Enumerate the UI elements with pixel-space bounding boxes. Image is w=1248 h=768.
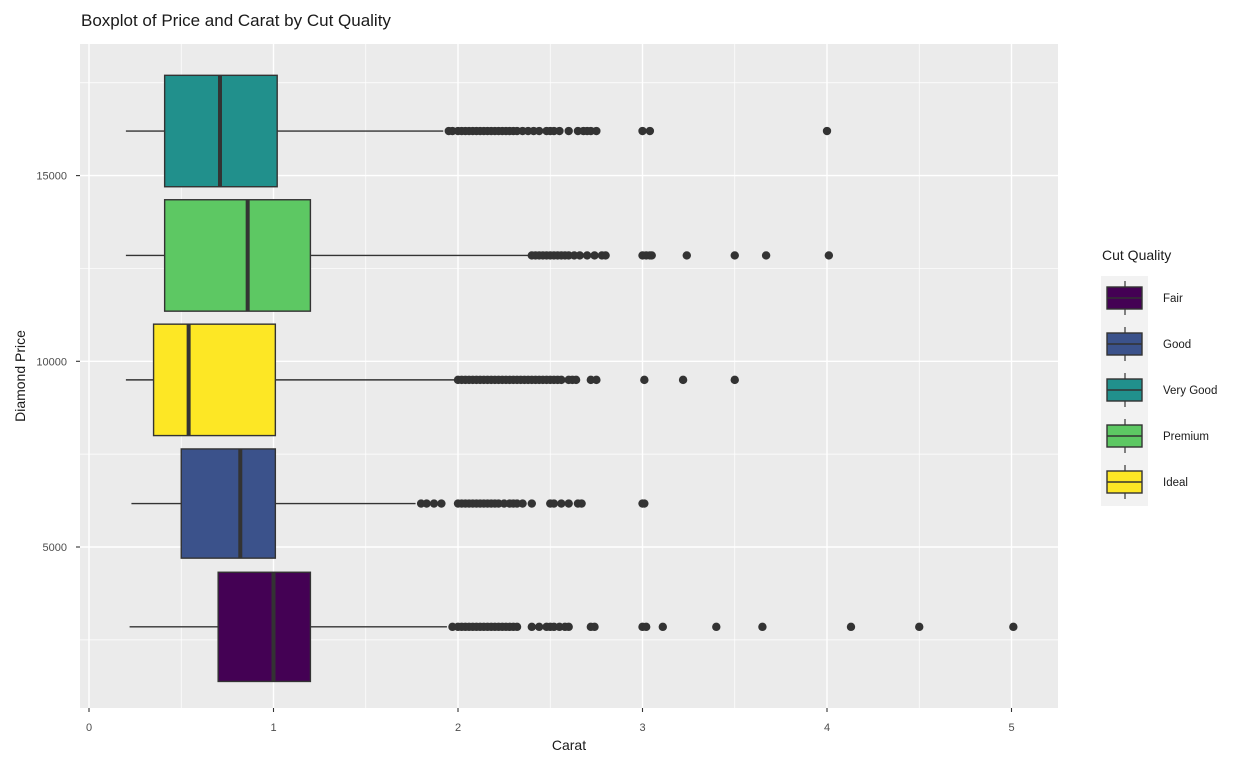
legend-key-very-good [1106, 373, 1143, 407]
legend-key-ideal [1106, 465, 1143, 499]
legend-label-fair: Fair [1163, 293, 1183, 305]
outlier-point [730, 375, 739, 385]
box-iqr [180, 448, 277, 559]
y-axis: 5000 10000 15000 [36, 171, 80, 554]
box-very-good [125, 74, 832, 188]
outlier-point [640, 499, 649, 508]
outlier-point [527, 622, 536, 632]
outlier-point [557, 375, 566, 385]
box-iqr [163, 199, 312, 312]
outlier-point [641, 622, 651, 632]
legend-key-good [1106, 327, 1143, 361]
outlier-point [730, 251, 739, 260]
y-axis-title: Diamond Price [12, 330, 28, 422]
outlier-point [582, 251, 592, 260]
y-tick-label: 15000 [36, 171, 67, 183]
outlier-point [592, 126, 601, 136]
box-iqr [217, 571, 312, 683]
outlier-point [915, 622, 924, 632]
outlier-point [437, 499, 446, 508]
y-tick-label: 10000 [36, 356, 67, 368]
x-tick-label: 1 [270, 722, 276, 734]
x-tick-label: 0 [86, 722, 92, 734]
outlier-point [658, 622, 667, 632]
legend-label-premium: Premium [1163, 431, 1209, 443]
x-tick-label: 2 [455, 722, 461, 734]
outlier-point [575, 251, 584, 260]
outlier-point [590, 622, 599, 632]
outlier-point [577, 499, 586, 508]
box-fair [129, 571, 1018, 683]
legend-label-ideal: Ideal [1163, 477, 1188, 489]
outlier-point [518, 499, 527, 508]
outlier-point [822, 126, 832, 136]
outlier-point [647, 251, 656, 260]
outlier-point [640, 375, 649, 385]
outlier-point [1009, 622, 1018, 632]
x-tick-label: 4 [824, 722, 830, 734]
outlier-point [555, 126, 564, 136]
outlier-point [712, 622, 721, 632]
outlier-point [601, 251, 610, 260]
outlier-point [534, 622, 544, 632]
outlier-point [592, 375, 601, 385]
outlier-point [564, 499, 573, 508]
outlier-point [549, 499, 559, 508]
x-tick-label: 3 [639, 722, 645, 734]
outlier-point [758, 622, 767, 632]
y-tick-label: 5000 [43, 542, 67, 554]
outlier-point [638, 126, 647, 136]
chart-title: Boxplot of Price and Carat by Cut Qualit… [81, 11, 391, 30]
box-ideal [125, 323, 739, 437]
outlier-point [429, 499, 439, 508]
outlier-point [422, 499, 431, 508]
outlier-point [564, 622, 573, 632]
box-layer [125, 74, 1018, 683]
outlier-point [527, 499, 536, 508]
outlier-point [557, 499, 566, 508]
x-axis: 0 1 2 3 4 5 [86, 708, 1015, 734]
outlier-point [590, 251, 599, 260]
x-tick-label: 5 [1008, 722, 1014, 734]
box-good [131, 448, 649, 559]
outlier-point [534, 126, 544, 136]
legend-key-fair [1106, 281, 1143, 315]
outlier-point [571, 375, 581, 385]
legend-label-good: Good [1163, 339, 1191, 351]
legend: Cut Quality Fair Good Very Good Premium Idea… [1101, 247, 1217, 506]
outlier-point [824, 251, 834, 260]
outlier-point [645, 126, 655, 136]
outlier-point [846, 622, 856, 632]
box-premium [125, 199, 834, 312]
outlier-point [678, 375, 688, 385]
outlier-point [512, 622, 522, 632]
outlier-point [564, 126, 573, 136]
box-iqr [152, 323, 277, 437]
legend-key-premium [1106, 419, 1143, 453]
x-axis-title: Carat [552, 737, 586, 753]
legend-title: Cut Quality [1102, 247, 1171, 263]
legend-label-very-good: Very Good [1163, 385, 1217, 397]
outlier-point [682, 251, 691, 260]
outlier-point [761, 251, 771, 260]
